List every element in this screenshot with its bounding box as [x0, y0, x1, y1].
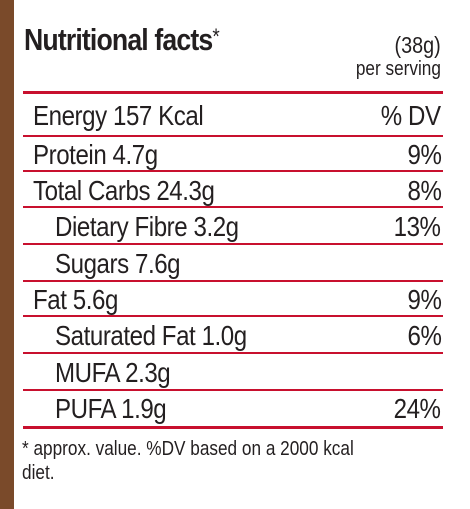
nutrition-label-panel	[14, 0, 470, 509]
serving-unit: per serving	[355, 58, 441, 80]
footnote: * approx. value. %DV based on a 2000 kca…	[22, 438, 354, 484]
divider-rule	[23, 91, 443, 94]
pufa-label: PUFA 1.9g	[55, 393, 167, 424]
title-asterisk: *	[212, 24, 219, 49]
total-carbs-label: Total Carbs 24.3g	[33, 175, 215, 206]
divider-rule	[23, 389, 443, 391]
divider-rule	[23, 135, 443, 137]
dv-column-header: % DV	[381, 100, 441, 131]
divider-rule	[23, 170, 443, 172]
divider-rule	[23, 206, 443, 208]
energy-label: Energy 157 Kcal	[33, 100, 204, 131]
total-carbs-dv: 8%	[407, 175, 441, 206]
serving-size: (38g)	[394, 32, 441, 58]
title-text: Nutritional facts	[24, 22, 213, 57]
saturated-fat-label: Saturated Fat 1.0g	[55, 320, 247, 351]
divider-rule	[23, 352, 443, 354]
dietary-fibre-dv: 13%	[394, 211, 441, 242]
fat-dv: 9%	[407, 284, 441, 315]
fat-label: Fat 5.6g	[33, 284, 118, 315]
divider-rule	[23, 280, 443, 282]
dietary-fibre-label: Dietary Fibre 3.2g	[55, 211, 239, 242]
protein-label: Protein 4.7g	[33, 139, 158, 170]
pufa-dv: 24%	[394, 393, 441, 424]
nutrition-title: Nutritional facts*	[24, 22, 220, 58]
divider-rule	[23, 315, 443, 317]
mufa-label: MUFA 2.3g	[55, 357, 171, 388]
sugars-label: Sugars 7.6g	[55, 248, 181, 279]
saturated-fat-dv: 6%	[407, 320, 441, 351]
protein-dv: 9%	[407, 139, 441, 170]
divider-rule	[23, 426, 443, 429]
divider-rule	[23, 243, 443, 245]
